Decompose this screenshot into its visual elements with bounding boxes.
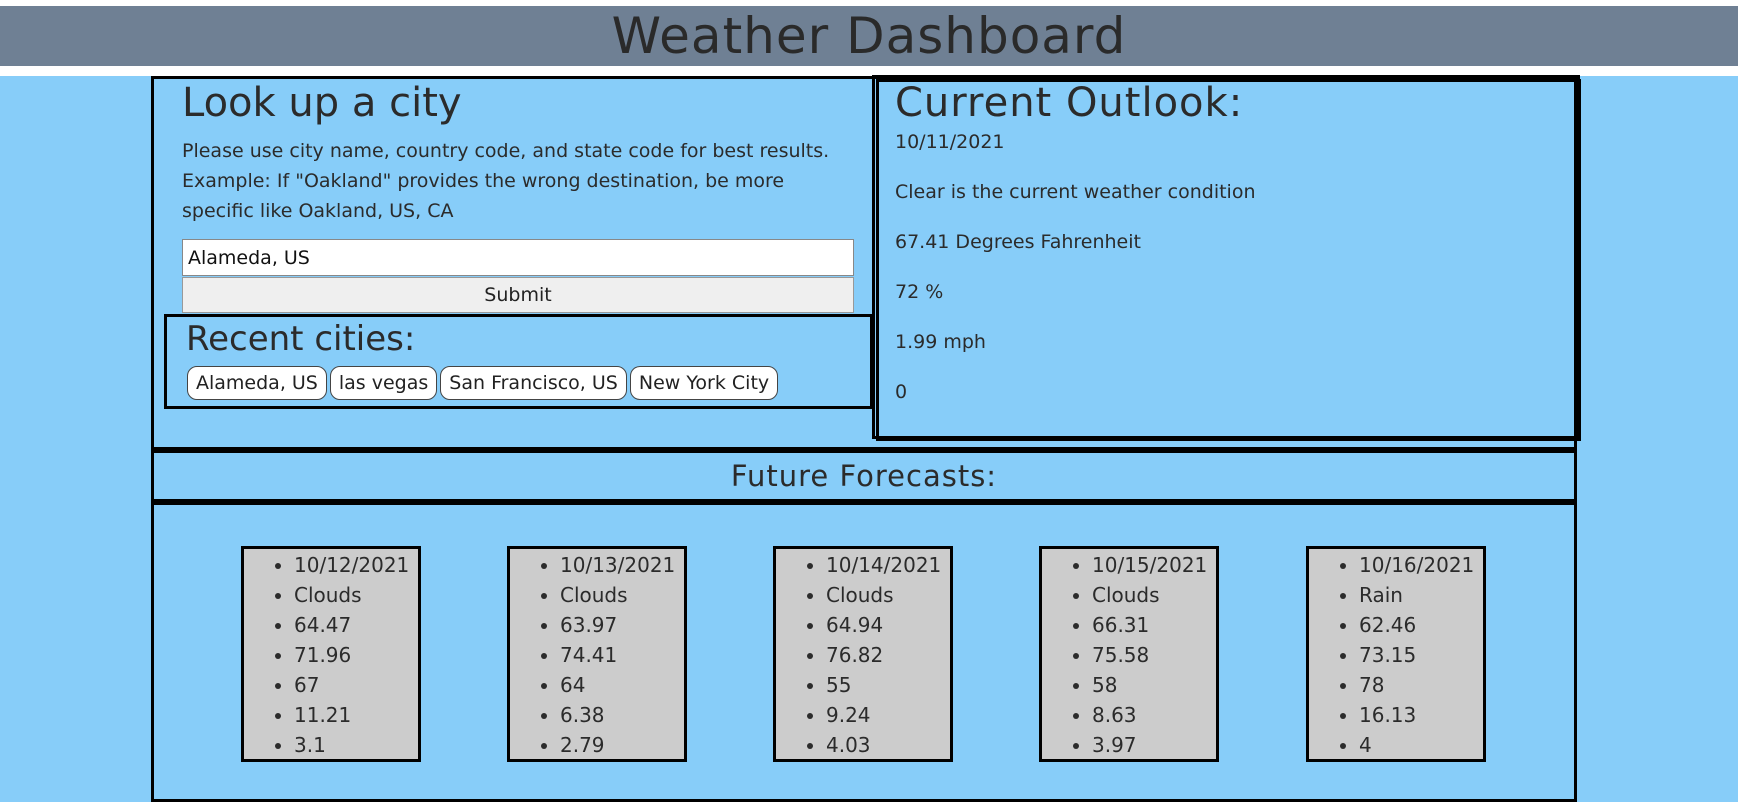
forecast-value: 4.03 [826, 730, 950, 760]
outlook-date: 10/11/2021 [895, 131, 1005, 153]
forecast-card: 10/12/2021 Clouds 64.47 71.96 67 11.21 3… [241, 546, 421, 762]
forecast-date: 10/13/2021 [560, 550, 684, 580]
forecast-value: 8.63 [1092, 700, 1216, 730]
city-search-input[interactable] [182, 239, 854, 276]
forecast-card: 10/14/2021 Clouds 64.94 76.82 55 9.24 4.… [773, 546, 953, 762]
forecast-value: 73.15 [1359, 640, 1483, 670]
forecast-value: 66.31 [1092, 610, 1216, 640]
outlook-condition: Clear is the current weather condition [895, 181, 1256, 203]
recent-city-button[interactable]: Alameda, US [187, 366, 327, 400]
header-bar: Weather Dashboard [0, 6, 1738, 66]
lookup-title: Look up a city [182, 80, 462, 126]
forecast-value: 3.1 [294, 730, 418, 760]
forecast-value: 9.24 [826, 700, 950, 730]
recent-cities-title: Recent cities: [186, 319, 416, 359]
forecast-value: 71.96 [294, 640, 418, 670]
forecast-condition: Clouds [294, 580, 418, 610]
outlook-uv: 0 [895, 381, 908, 403]
forecast-condition: Rain [1359, 580, 1483, 610]
forecast-value: 3.97 [1092, 730, 1216, 760]
forecast-card: 10/15/2021 Clouds 66.31 75.58 58 8.63 3.… [1039, 546, 1219, 762]
outlook-border-inner [876, 79, 1581, 441]
forecast-value: 6.38 [560, 700, 684, 730]
forecast-value: 11.21 [294, 700, 418, 730]
forecast-value: 63.97 [560, 610, 684, 640]
forecast-value: 58 [1092, 670, 1216, 700]
lookup-instructions: Please use city name, country code, and … [182, 140, 830, 222]
future-forecasts-header: Future Forecasts: [151, 450, 1577, 502]
top-section [151, 76, 1577, 450]
outlook-humidity: 72 % [895, 281, 944, 303]
forecast-value: 67 [294, 670, 418, 700]
outlook-temperature: 67.41 Degrees Fahrenheit [895, 231, 1141, 253]
forecast-value: 64.47 [294, 610, 418, 640]
forecast-value: 76.82 [826, 640, 950, 670]
outlook-wind: 1.99 mph [895, 331, 986, 353]
outlook-title: Current Outlook: [895, 80, 1244, 126]
forecast-card: 10/13/2021 Clouds 63.97 74.41 64 6.38 2.… [507, 546, 687, 762]
lookup-section: Look up a city Please use city name, cou… [182, 80, 857, 226]
forecast-value: 74.41 [560, 640, 684, 670]
future-forecasts-title: Future Forecasts: [730, 459, 998, 493]
forecast-value: 64 [560, 670, 684, 700]
page-title: Weather Dashboard [611, 7, 1127, 65]
forecast-date: 10/12/2021 [294, 550, 418, 580]
submit-button[interactable]: Submit [182, 277, 854, 313]
forecast-value: 2.79 [560, 730, 684, 760]
recent-city-button[interactable]: las vegas [329, 366, 438, 400]
recent-cities-list: Alameda, US las vegas San Francisco, US … [187, 366, 779, 400]
forecast-value: 55 [826, 670, 950, 700]
forecast-card: 10/16/2021 Rain 62.46 73.15 78 16.13 4 [1306, 546, 1486, 762]
forecast-condition: Clouds [1092, 580, 1216, 610]
recent-city-button[interactable]: New York City [629, 366, 779, 400]
forecast-value: 75.58 [1092, 640, 1216, 670]
forecast-condition: Clouds [826, 580, 950, 610]
current-outlook-panel: Current Outlook: 10/11/2021 Clear is the… [895, 80, 1256, 426]
forecast-value: 78 [1359, 670, 1483, 700]
forecast-area [151, 502, 1577, 802]
forecast-condition: Clouds [560, 580, 684, 610]
page-body: Look up a city Please use city name, cou… [0, 75, 1738, 802]
forecast-date: 10/15/2021 [1092, 550, 1216, 580]
forecast-date: 10/14/2021 [826, 550, 950, 580]
forecast-value: 4 [1359, 730, 1483, 760]
forecast-value: 64.94 [826, 610, 950, 640]
recent-cities-panel: Recent cities: Alameda, US las vegas San… [164, 314, 873, 409]
forecast-value: 16.13 [1359, 700, 1483, 730]
recent-city-button[interactable]: San Francisco, US [440, 366, 627, 400]
forecast-date: 10/16/2021 [1359, 550, 1483, 580]
forecast-value: 62.46 [1359, 610, 1483, 640]
